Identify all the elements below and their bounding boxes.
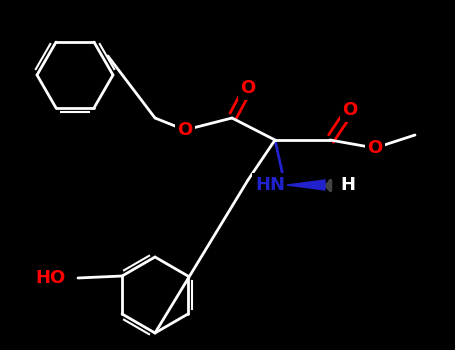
- Text: H: H: [340, 176, 355, 194]
- Text: O: O: [342, 101, 358, 119]
- Text: HO: HO: [36, 269, 66, 287]
- Text: HN: HN: [255, 176, 285, 194]
- Polygon shape: [287, 180, 325, 190]
- Text: O: O: [367, 139, 383, 157]
- Text: O: O: [177, 121, 192, 139]
- Text: O: O: [240, 79, 256, 97]
